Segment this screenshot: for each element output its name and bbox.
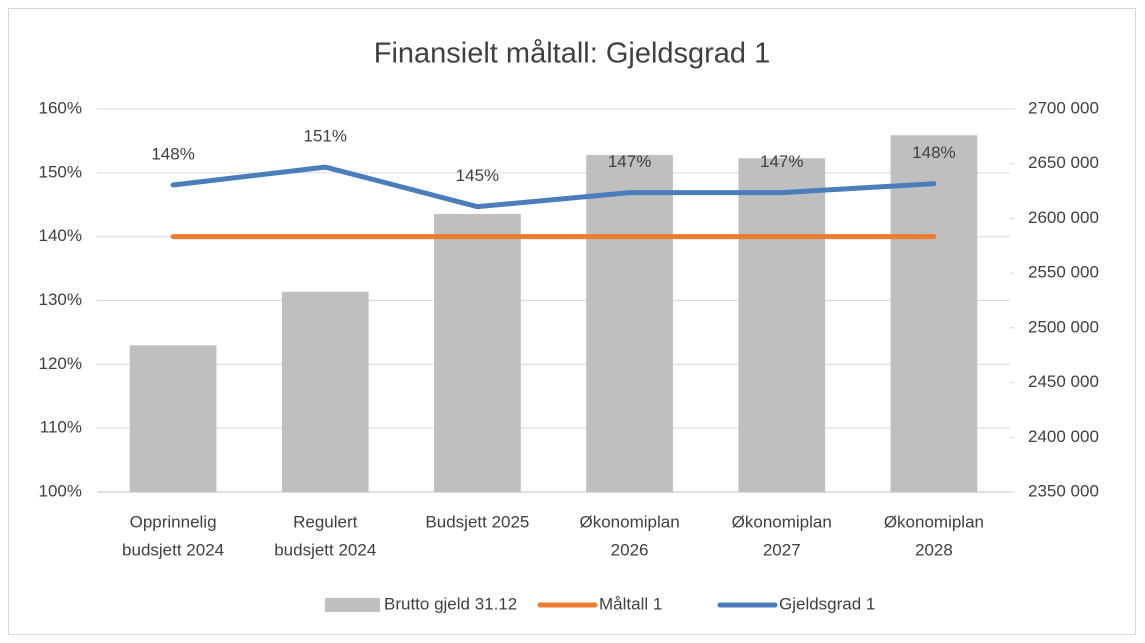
data-label: 147% [760,152,803,171]
legend-label: Måltall 1 [599,594,662,613]
y-tick-label: 150% [39,162,82,181]
x-tick-label: Regulert [293,512,358,531]
bar [129,345,217,492]
line [170,164,937,210]
y2-tick-label: 2700 000 [1028,98,1099,117]
x-tick-label: Økonomiplan [884,512,984,531]
bar [281,291,369,492]
x-tick-label: Budsjett 2025 [425,512,529,531]
x-tick-label: budsjett 2024 [274,540,376,559]
x-tick-label: budsjett 2024 [122,540,224,559]
x-tick-label: Økonomiplan [732,512,832,531]
y-tick-label: 160% [39,98,82,117]
x-tick-label: Økonomiplan [579,512,679,531]
data-label: 148% [912,143,955,162]
data-label: 151% [304,127,347,146]
x-tick-label: 2028 [915,540,953,559]
y-tick-label: 120% [39,354,82,373]
bar [738,158,826,492]
y2-tick-label: 2450 000 [1028,372,1099,391]
y2-tick-label: 2550 000 [1028,263,1099,282]
y-tick-label: 130% [39,290,82,309]
legend-label: Gjeldsgrad 1 [779,594,875,613]
legend-label: Brutto gjeld 31.12 [384,594,517,613]
x-tick-label: 2027 [763,540,801,559]
y2-tick-label: 2400 000 [1028,427,1099,446]
y2-tick-label: 2350 000 [1028,481,1099,500]
chart-title: Finansielt måltall: Gjeldsgrad 1 [374,38,771,70]
bar [586,154,673,492]
bar [890,135,978,492]
y-tick-label: 110% [40,418,82,437]
x-tick-label: 2026 [611,540,649,559]
y2-tick-label: 2500 000 [1028,317,1099,336]
y2-tick-label: 2650 000 [1028,153,1099,172]
data-label: 145% [456,166,499,185]
bar [434,214,521,492]
data-label: 147% [608,152,651,171]
x-tick-label: Opprinnelig [130,512,217,531]
legend-swatch [325,598,380,612]
y-tick-label: 140% [39,226,82,245]
y-tick-label: 100% [39,481,82,500]
y2-tick-label: 2600 000 [1028,208,1099,227]
data-label: 148% [151,144,194,163]
